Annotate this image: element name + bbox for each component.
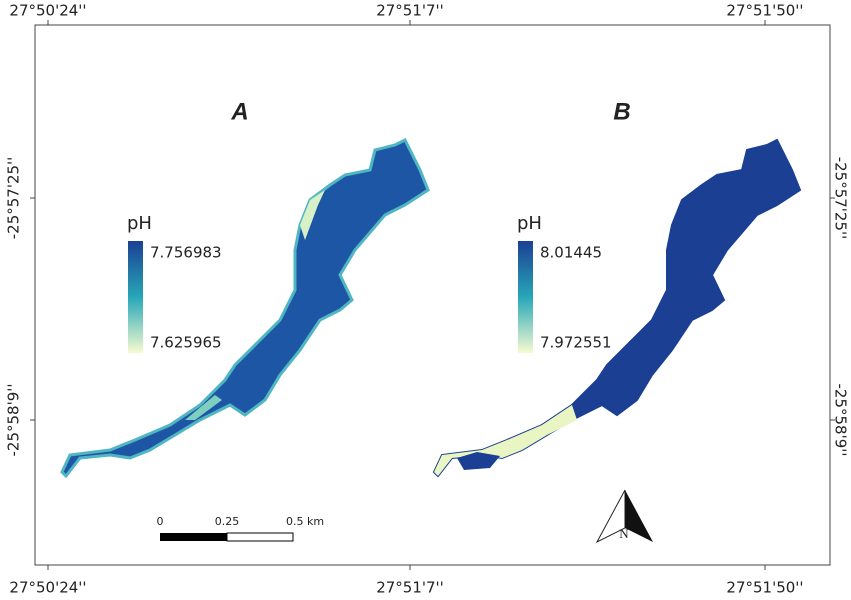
- scale-label: 0: [157, 515, 164, 528]
- scale-bar: [160, 532, 294, 542]
- coord-label: -25°58'9'': [5, 383, 23, 456]
- scale-label: 0.25: [215, 515, 240, 528]
- legend-max: 7.756983: [150, 244, 222, 262]
- panel-label: B: [613, 98, 630, 125]
- legend-min: 7.972551: [540, 334, 612, 352]
- legend-gradient: [128, 241, 143, 353]
- legend-min: 7.625965: [150, 334, 222, 352]
- legend-title: pH: [127, 213, 152, 234]
- coord-label: -25°58'9'': [832, 383, 850, 456]
- coord-label: 27°51'7'': [376, 579, 444, 597]
- lake-b: [433, 139, 801, 477]
- coord-label: 27°50'24'': [9, 2, 86, 20]
- coord-label: 27°50'24'': [9, 579, 86, 597]
- coord-label: -25°57'25'': [5, 157, 23, 240]
- coord-label: -25°57'25'': [832, 157, 850, 240]
- legend-title: pH: [517, 213, 542, 234]
- north-arrow: [595, 489, 653, 544]
- coord-label: 27°51'7'': [376, 2, 444, 20]
- scale-label: 0.5 km: [286, 515, 324, 528]
- north-label: N: [619, 526, 629, 541]
- coord-label: 27°51'50'': [726, 579, 803, 597]
- legend-gradient: [518, 241, 533, 353]
- lake-a: [60, 138, 430, 478]
- frame-ticks: [30, 20, 835, 570]
- legend-max: 8.01445: [540, 244, 602, 262]
- panel-label: A: [230, 98, 248, 125]
- coord-label: 27°51'50'': [726, 2, 803, 20]
